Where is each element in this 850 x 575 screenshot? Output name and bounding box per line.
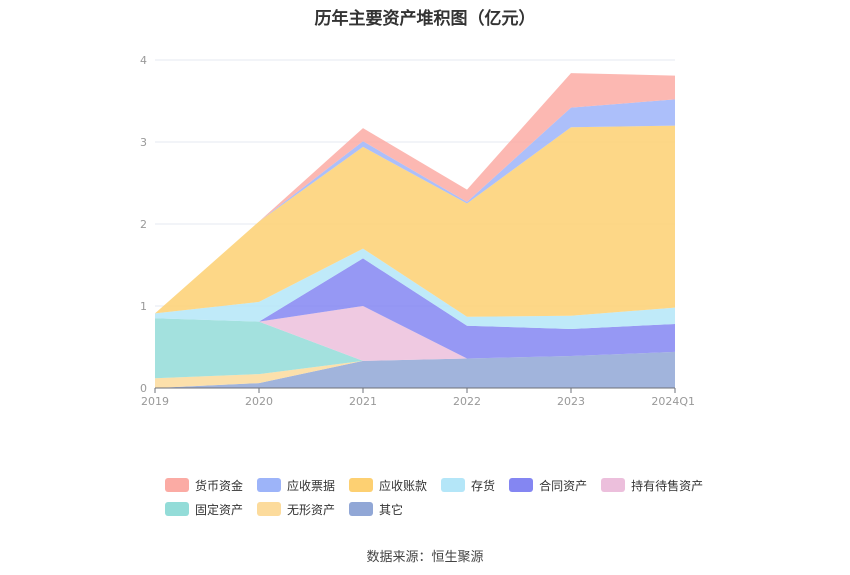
legend-label: 无形资产 xyxy=(287,502,336,517)
legend-label: 应收票据 xyxy=(287,478,336,493)
series-area[interactable] xyxy=(155,248,675,329)
legend-item[interactable]: 固定资产 xyxy=(165,501,243,518)
x-tick-label: 2023 xyxy=(557,395,585,408)
series-areas xyxy=(155,73,675,388)
legend-swatch xyxy=(349,502,374,516)
x-tick-label: 2022 xyxy=(453,395,481,408)
x-tick-label: 2024Q1 xyxy=(651,395,695,408)
legend-swatch xyxy=(165,478,189,492)
legend-swatch xyxy=(601,478,626,492)
x-tick-label: 2021 xyxy=(349,395,377,408)
series-area[interactable] xyxy=(155,351,675,388)
series-area[interactable] xyxy=(155,351,675,388)
legend-swatch xyxy=(441,478,466,492)
axes: 0 1 2 3 4 2019 2020 2021 2022 2023 2024Q1 xyxy=(140,54,695,408)
legend-label: 合同资产 xyxy=(539,478,588,493)
legend-swatch xyxy=(257,502,282,516)
series-area[interactable] xyxy=(155,99,675,314)
series-area[interactable] xyxy=(155,125,675,317)
legend-row: 固定资产 无形资产 其它 xyxy=(165,497,705,521)
series-area[interactable] xyxy=(155,73,675,314)
x-tick-label: 2020 xyxy=(245,395,273,408)
series-area[interactable] xyxy=(155,318,675,379)
y-tick-label: 3 xyxy=(140,136,147,149)
y-tick-label: 4 xyxy=(140,54,147,67)
y-tick-label: 1 xyxy=(140,300,147,313)
legend-item[interactable]: 应收账款 xyxy=(349,477,427,494)
legend-label: 其它 xyxy=(379,502,404,517)
series-area[interactable] xyxy=(155,306,675,361)
legend-item[interactable]: 货币资金 xyxy=(165,477,243,494)
legend-item[interactable]: 合同资产 xyxy=(509,477,587,494)
legend: 货币资金 应收票据 应收账款 存货 合同资产 持有待售资产固定资产 无形资产 其它 xyxy=(165,473,705,521)
legend-row: 货币资金 应收票据 应收账款 存货 合同资产 持有待售资产 xyxy=(165,473,705,497)
legend-label: 存货 xyxy=(471,478,496,493)
legend-swatch xyxy=(257,478,282,492)
legend-label: 固定资产 xyxy=(195,502,244,517)
legend-label: 应收账款 xyxy=(379,478,428,493)
x-tick-label: 2019 xyxy=(141,395,169,408)
y-tick-label: 2 xyxy=(140,218,147,231)
legend-item[interactable]: 持有待售资产 xyxy=(601,477,703,494)
chart-title: 历年主要资产堆积图（亿元） xyxy=(314,9,536,29)
source-note: 数据来源：恒生聚源 xyxy=(366,550,484,565)
legend-label: 货币资金 xyxy=(195,478,244,493)
legend-item[interactable]: 存货 xyxy=(441,477,495,494)
y-tick-label: 0 xyxy=(140,382,147,395)
legend-item[interactable]: 应收票据 xyxy=(257,477,335,494)
legend-swatch xyxy=(509,478,534,492)
legend-swatch xyxy=(165,502,189,516)
legend-swatch xyxy=(349,478,374,492)
legend-label: 持有待售资产 xyxy=(631,478,704,493)
legend-item[interactable]: 无形资产 xyxy=(257,501,335,518)
series-area[interactable] xyxy=(155,258,675,359)
legend-item[interactable]: 其它 xyxy=(349,501,403,518)
